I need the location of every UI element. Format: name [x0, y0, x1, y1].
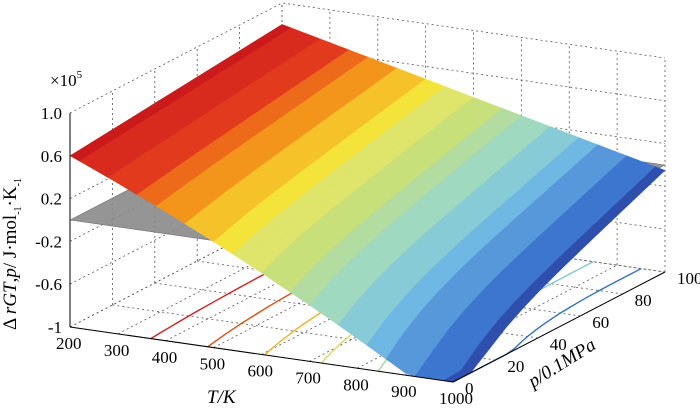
y-tick-label: 40 [550, 335, 567, 354]
z-tick-label: 0.2 [41, 190, 62, 209]
y-tick-label: 100 [677, 269, 700, 288]
z-tick-label: -0.2 [35, 232, 62, 251]
x-tick-label: 200 [56, 334, 82, 353]
svg-text:Δ rGT,p/ J·mol-1·K-1: Δ rGT,p/ J·mol-1·K-1 [0, 178, 24, 330]
y-axis-line [452, 271, 666, 383]
z-multiplier-exponent: 5 [77, 69, 83, 81]
x-tick-label: 800 [343, 375, 369, 394]
x-tick-label: 600 [248, 362, 274, 381]
x-tick-label: 700 [295, 368, 321, 387]
x-tick-label: 300 [104, 341, 130, 360]
z-multiplier: ×105 [50, 69, 83, 90]
x-tick-label: 1000 [439, 389, 473, 408]
z-tick-label: -0.6 [35, 275, 62, 294]
z-tick-label: 0.6 [41, 147, 62, 166]
z-tick-label: -1 [48, 318, 62, 337]
z-axis-title: Δ rGT,p/ J·mol-1·K-1 [0, 178, 24, 330]
grid-line-wall-z [69, 2, 666, 114]
x-tick-label: 900 [391, 382, 417, 401]
y-tick-label: 60 [592, 313, 609, 332]
y-tick-label: 0 [465, 379, 474, 398]
surface-mesh [69, 24, 666, 383]
x-axis-title: T/K [207, 387, 237, 408]
grid-line-wall-z [69, 45, 666, 157]
x-tick-label: 500 [200, 355, 226, 374]
x-tick-label: 400 [152, 348, 178, 367]
y-tick-label: 80 [635, 291, 652, 310]
z-tick-label: 1.0 [41, 104, 62, 123]
y-tick-label: 20 [507, 357, 524, 376]
x-axis-line [69, 326, 454, 383]
